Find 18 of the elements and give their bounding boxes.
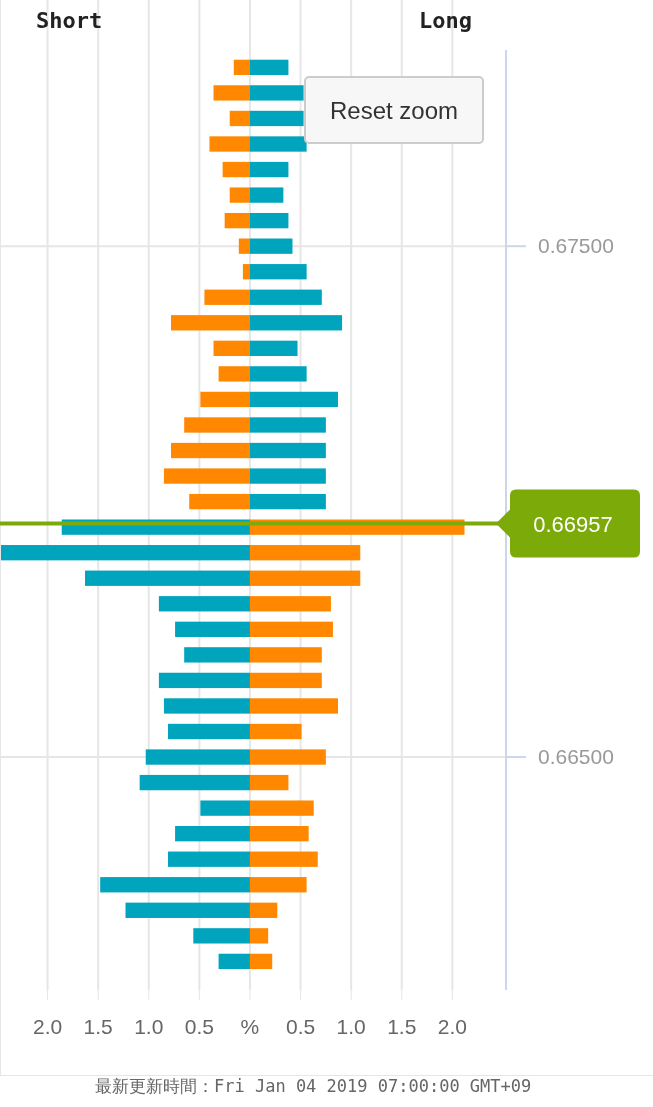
x-tick-label: 2.0 [32,1015,63,1038]
x-tick-label: 1.5 [387,1015,417,1038]
button: Reset zoom [304,76,484,144]
ref-line-label: 0.66957 [533,511,613,537]
y-tick-label: 0.66500 [538,745,614,769]
ref-label: 0.66957 [496,489,640,558]
x-tick-label: 1.0 [134,1015,164,1038]
x-tick-label: % [240,1015,260,1038]
x-tick-label: 0.5 [184,1015,214,1038]
y-tick-label: 0.67500 [538,234,614,258]
x-tick-label: 1.0 [336,1015,366,1038]
text: Short [36,8,103,33]
x-tick-label: 2.0 [437,1015,467,1038]
text: Long [419,8,472,33]
annotation: Reset zoom [329,97,459,124]
x-tick-label: 1.5 [83,1015,113,1038]
x-tick-label: 0.5 [285,1015,316,1038]
text: 最新更新時間：Fri Jan 04 2019 07:00:00 GMT+09 [95,1076,532,1096]
